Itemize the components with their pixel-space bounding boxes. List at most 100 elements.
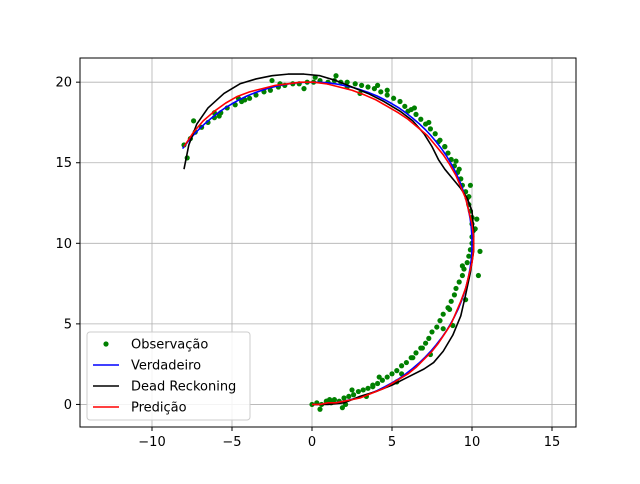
observation-point bbox=[397, 98, 403, 105]
observation-point bbox=[440, 311, 446, 317]
observation-point bbox=[352, 81, 358, 87]
observation-point bbox=[371, 86, 377, 92]
observation-point bbox=[453, 285, 459, 292]
observation-point bbox=[375, 380, 381, 387]
observation-point bbox=[418, 116, 424, 122]
legend-label: Verdadeiro bbox=[131, 359, 201, 374]
series-line bbox=[183, 73, 475, 406]
observation-point bbox=[247, 95, 253, 101]
observation-point bbox=[445, 150, 451, 156]
legend-marker bbox=[103, 341, 109, 347]
observation-point bbox=[437, 318, 443, 324]
observation-point bbox=[379, 377, 385, 383]
y-tick-label: 0 bbox=[64, 398, 72, 413]
legend-label: Predição bbox=[131, 401, 187, 416]
y-tick-label: 15 bbox=[55, 156, 72, 171]
ticks: −10 −5 0 5 10 15 0 5 10 15 20 bbox=[55, 76, 560, 450]
observation-point bbox=[467, 182, 473, 188]
observation-point bbox=[413, 350, 419, 356]
observation-point bbox=[410, 355, 416, 361]
observation-point bbox=[341, 395, 347, 401]
legend-item: Observação bbox=[103, 338, 208, 353]
legend-label: Observação bbox=[131, 338, 208, 353]
observation-point bbox=[403, 359, 409, 366]
series-line bbox=[183, 81, 475, 406]
observation-point bbox=[453, 158, 459, 164]
observation-point bbox=[375, 82, 381, 88]
observation-point bbox=[351, 392, 357, 398]
observation-point bbox=[394, 368, 400, 374]
observation-point bbox=[440, 326, 446, 332]
x-tick-label: −5 bbox=[222, 435, 241, 450]
observation-point bbox=[301, 86, 307, 92]
observation-point bbox=[434, 324, 440, 330]
x-tick-label: 10 bbox=[464, 435, 481, 450]
observation-point bbox=[466, 253, 472, 259]
observation-point bbox=[411, 105, 417, 111]
observation-point bbox=[427, 126, 433, 132]
series-dead-reckoning bbox=[183, 73, 475, 406]
observation-point bbox=[269, 77, 275, 84]
observation-point bbox=[451, 292, 457, 298]
observation-point bbox=[399, 363, 405, 369]
observation-point bbox=[365, 385, 371, 391]
observation-point bbox=[359, 82, 365, 88]
observation-point bbox=[426, 335, 432, 341]
observation-point bbox=[191, 118, 197, 124]
observation-point bbox=[355, 388, 361, 395]
y-tick-label: 20 bbox=[55, 76, 72, 91]
observation-point bbox=[402, 103, 408, 109]
legend-box bbox=[86, 331, 251, 421]
observation-point bbox=[317, 406, 323, 412]
observation-point bbox=[459, 272, 465, 279]
legend-item: Predição bbox=[93, 401, 187, 416]
x-tick-label: −10 bbox=[138, 435, 165, 450]
observation-point bbox=[429, 329, 435, 335]
observation-point bbox=[474, 216, 480, 222]
series-verdadeiro bbox=[181, 81, 473, 406]
observation-point bbox=[376, 374, 382, 380]
observation-point bbox=[384, 374, 390, 380]
series-line bbox=[181, 81, 473, 406]
observation-point bbox=[344, 79, 350, 85]
x-tick-label: 0 bbox=[308, 435, 316, 450]
observation-point bbox=[360, 387, 366, 393]
observation-point bbox=[475, 272, 481, 279]
observation-point bbox=[459, 263, 465, 269]
observation-point bbox=[384, 87, 390, 93]
legend: Observação Verdadeiro Dead Reckoning Prediç… bbox=[86, 331, 251, 421]
observation-point bbox=[456, 279, 462, 285]
observation-point bbox=[419, 345, 425, 351]
series-predi-o bbox=[183, 81, 475, 406]
observation-point bbox=[253, 92, 259, 98]
observation-point bbox=[413, 111, 419, 117]
observation-point bbox=[333, 73, 339, 79]
observation-point bbox=[432, 131, 438, 137]
observation-point bbox=[384, 92, 390, 98]
observation-point bbox=[426, 119, 432, 126]
legend-label: Dead Reckoning bbox=[131, 380, 236, 395]
x-tick-label: 15 bbox=[544, 435, 561, 450]
x-tick-label: 5 bbox=[388, 435, 396, 450]
observation-point bbox=[447, 306, 453, 312]
observation-point bbox=[389, 371, 395, 377]
observation-point bbox=[370, 384, 376, 390]
observation-point bbox=[423, 340, 429, 346]
observation-point bbox=[477, 248, 483, 254]
series-layer bbox=[181, 73, 483, 412]
observation-point bbox=[349, 387, 355, 393]
legend-item: Verdadeiro bbox=[93, 359, 201, 374]
observation-point bbox=[391, 95, 397, 101]
observation-point bbox=[346, 393, 352, 399]
observation-point bbox=[448, 298, 454, 304]
observation-point bbox=[378, 89, 384, 95]
observation-point bbox=[331, 397, 337, 403]
plot-frame bbox=[79, 57, 577, 428]
observation-point bbox=[216, 113, 222, 119]
y-tick-label: 5 bbox=[64, 317, 72, 332]
observation-point bbox=[442, 144, 448, 150]
observation-point bbox=[242, 97, 248, 103]
observation-point bbox=[456, 166, 462, 172]
